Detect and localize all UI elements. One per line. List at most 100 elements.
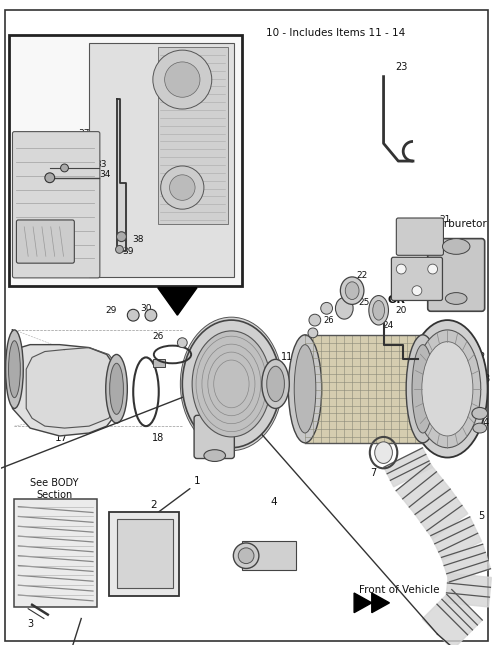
Polygon shape [372, 593, 390, 613]
Circle shape [60, 164, 68, 172]
Ellipse shape [422, 342, 473, 436]
Circle shape [128, 309, 139, 321]
Ellipse shape [238, 548, 254, 564]
Ellipse shape [266, 367, 284, 402]
Text: 14: 14 [478, 418, 490, 428]
Text: 11: 11 [281, 352, 293, 363]
Ellipse shape [234, 543, 259, 568]
Text: 25: 25 [358, 298, 370, 307]
Text: 29: 29 [105, 306, 117, 315]
Text: 10 - Includes Items 11 - 14: 10 - Includes Items 11 - 14 [266, 29, 405, 38]
Text: 33: 33 [95, 161, 106, 169]
Circle shape [160, 166, 204, 209]
Circle shape [320, 303, 332, 314]
FancyBboxPatch shape [392, 257, 442, 301]
Text: 20: 20 [396, 306, 407, 315]
Ellipse shape [442, 239, 470, 255]
Polygon shape [116, 99, 126, 251]
Circle shape [309, 314, 320, 326]
Text: 37: 37 [78, 129, 90, 138]
Ellipse shape [473, 423, 486, 433]
Ellipse shape [446, 292, 467, 305]
Text: 22: 22 [356, 271, 368, 281]
Polygon shape [446, 573, 492, 607]
Ellipse shape [194, 333, 268, 435]
Bar [153, 359, 164, 367]
Text: 7: 7 [370, 468, 377, 478]
Text: 19: 19 [438, 252, 450, 261]
Polygon shape [384, 448, 432, 487]
Ellipse shape [414, 330, 480, 448]
Ellipse shape [187, 325, 276, 443]
Ellipse shape [407, 320, 488, 458]
Text: See BODY
Section: See BODY Section [30, 478, 79, 500]
Polygon shape [437, 590, 482, 635]
Ellipse shape [180, 317, 282, 450]
Ellipse shape [192, 331, 270, 437]
Ellipse shape [373, 301, 384, 320]
Text: 36: 36 [59, 146, 70, 156]
Ellipse shape [288, 335, 322, 443]
FancyBboxPatch shape [194, 415, 234, 458]
Polygon shape [26, 348, 118, 428]
Ellipse shape [340, 277, 364, 305]
Ellipse shape [374, 442, 392, 464]
Text: 28: 28 [298, 338, 308, 347]
Ellipse shape [110, 363, 124, 414]
Polygon shape [158, 288, 197, 315]
Bar [8, 35, 242, 286]
FancyBboxPatch shape [428, 239, 484, 311]
Circle shape [396, 264, 406, 274]
Text: 3: 3 [27, 620, 33, 630]
Circle shape [178, 338, 187, 348]
Text: 17: 17 [55, 433, 68, 443]
Bar [89, 43, 234, 277]
Text: 39: 39 [122, 247, 134, 256]
Text: 30: 30 [140, 304, 151, 313]
Circle shape [428, 264, 438, 274]
Text: 27: 27 [335, 304, 345, 313]
Text: 23: 23 [395, 62, 407, 72]
Bar [305, 335, 423, 443]
Polygon shape [354, 593, 372, 613]
Text: 18: 18 [152, 433, 164, 443]
Circle shape [170, 175, 195, 201]
Text: 5: 5 [478, 512, 485, 521]
Circle shape [308, 328, 318, 338]
Text: 2: 2 [150, 500, 157, 510]
Text: 26: 26 [324, 316, 334, 325]
Polygon shape [442, 544, 490, 582]
Circle shape [412, 286, 422, 296]
Circle shape [153, 50, 212, 109]
Text: 15: 15 [372, 352, 385, 363]
Text: 4: 4 [270, 497, 277, 506]
Circle shape [116, 245, 124, 253]
Text: 40: 40 [32, 212, 44, 221]
Text: 12: 12 [474, 352, 486, 363]
Bar [158, 47, 228, 224]
FancyBboxPatch shape [396, 218, 444, 255]
Ellipse shape [472, 408, 488, 419]
Bar [242, 541, 296, 570]
FancyBboxPatch shape [12, 132, 100, 278]
Text: 13: 13 [478, 374, 491, 384]
Bar [108, 512, 180, 596]
Ellipse shape [406, 335, 440, 443]
Text: Front of Vehicle: Front of Vehicle [359, 585, 440, 595]
Bar [116, 519, 173, 588]
Ellipse shape [202, 340, 261, 427]
Ellipse shape [346, 282, 359, 299]
Polygon shape [422, 604, 468, 650]
Text: 38: 38 [132, 235, 144, 244]
Polygon shape [396, 464, 450, 515]
Ellipse shape [6, 330, 24, 408]
Text: 21: 21 [440, 215, 451, 225]
Circle shape [45, 173, 54, 183]
Ellipse shape [336, 298, 353, 319]
Ellipse shape [369, 296, 388, 325]
Circle shape [145, 309, 157, 321]
Ellipse shape [412, 344, 434, 433]
Bar [14, 499, 97, 607]
Ellipse shape [106, 354, 128, 423]
Ellipse shape [294, 344, 316, 433]
